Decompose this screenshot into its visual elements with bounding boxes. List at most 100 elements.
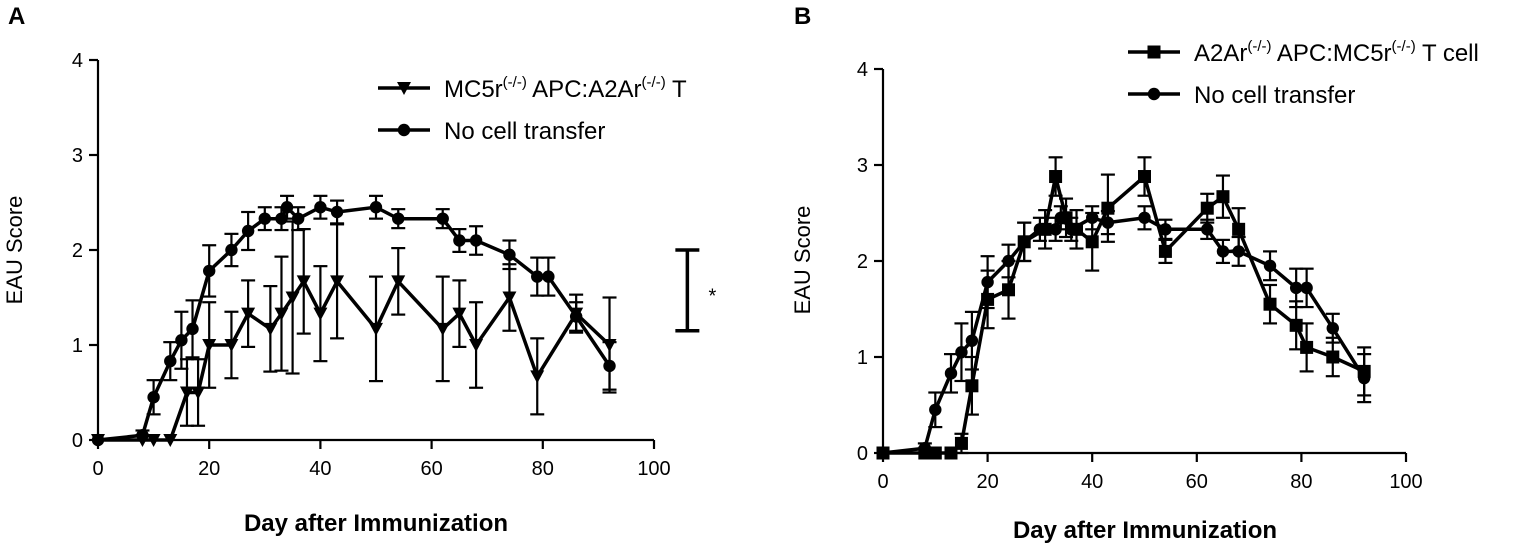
data-point <box>876 446 890 460</box>
y-tick-label: 1 <box>857 347 868 369</box>
data-point <box>369 322 383 336</box>
significance-label: * <box>708 285 716 307</box>
data-point <box>146 434 161 447</box>
data-point <box>1138 211 1151 224</box>
data-point <box>202 339 217 352</box>
y-tick-label: 0 <box>857 443 868 465</box>
data-point <box>1065 223 1078 236</box>
data-point <box>186 322 199 336</box>
panel-label: A <box>8 3 25 30</box>
data-point <box>330 275 345 289</box>
y-tick-label: 1 <box>72 335 83 357</box>
data-point <box>258 212 271 225</box>
data-point <box>542 270 555 283</box>
data-point <box>1232 245 1245 258</box>
data-point <box>275 212 288 225</box>
data-point <box>1002 283 1016 297</box>
series-1 <box>91 194 617 447</box>
legend-superscript: (-/-) <box>1392 38 1416 55</box>
legend-label: A2Ar(-/-) APC:MC5r(-/-) T cell <box>1194 38 1479 67</box>
legend-text-part: T <box>666 76 687 103</box>
legend-text-part: APC:MC5r <box>1272 40 1392 67</box>
data-point <box>136 429 149 442</box>
data-point <box>1018 235 1031 248</box>
data-point <box>330 205 344 219</box>
data-point <box>1086 211 1099 224</box>
data-point <box>503 248 516 261</box>
x-tick-label: 60 <box>420 458 442 480</box>
data-point <box>435 322 450 336</box>
x-tick-label: 0 <box>92 458 103 480</box>
x-tick-label: 80 <box>1290 471 1312 493</box>
data-point <box>191 386 206 400</box>
data-point <box>453 234 466 247</box>
data-point <box>1326 350 1340 364</box>
data-point <box>1326 322 1339 335</box>
y-tick-label: 3 <box>857 155 868 177</box>
data-point <box>1300 281 1313 295</box>
data-point <box>1300 340 1314 354</box>
legend-label: No cell transfer <box>444 118 605 145</box>
y-tick-label: 0 <box>72 430 83 452</box>
data-point <box>502 291 517 305</box>
data-point <box>981 275 994 289</box>
data-point <box>163 434 178 447</box>
legend-text-part: APC:A2Ar <box>527 76 642 103</box>
data-point <box>280 201 294 214</box>
data-point <box>179 386 194 400</box>
panel-label: B <box>794 3 811 30</box>
data-point <box>1263 259 1277 272</box>
series-line <box>97 205 611 442</box>
x-tick-label: 40 <box>1081 471 1103 493</box>
legend-entry-1: No cell transfer <box>1128 82 1355 109</box>
data-point <box>965 379 979 393</box>
data-point <box>1263 297 1277 311</box>
panel-b: B 0 20 40 60 80 100 0 1 2 3 4 Day after Immunization… <box>790 3 1479 544</box>
data-point <box>954 436 968 450</box>
data-point <box>1158 244 1172 258</box>
data-point <box>285 291 300 305</box>
y-axis-title: EAU Score <box>2 196 27 305</box>
data-point <box>1232 222 1246 236</box>
data-point <box>225 243 238 257</box>
data-point <box>436 212 449 225</box>
data-point <box>1049 170 1063 184</box>
data-point <box>1101 216 1115 229</box>
data-point <box>469 339 484 352</box>
x-axis-title: Day after Immunization <box>244 510 508 537</box>
y-tick-label: 2 <box>72 240 83 262</box>
data-point <box>1216 245 1230 258</box>
x-tick-label: 0 <box>877 471 888 493</box>
data-point <box>944 367 958 380</box>
data-point <box>291 212 305 225</box>
data-point <box>955 346 968 359</box>
data-point <box>274 307 289 321</box>
data-point <box>392 212 405 225</box>
data-point <box>241 307 256 321</box>
y-tick-label: 3 <box>72 145 83 167</box>
legend-text-part: MC5r <box>444 76 503 103</box>
x-axis-title: Day after Immunization <box>1013 517 1277 544</box>
data-point <box>147 391 160 404</box>
data-point <box>965 334 979 347</box>
data-point <box>1201 223 1214 236</box>
legend-entry-0: A2Ar(-/-) APC:MC5r(-/-) T cell <box>1128 38 1479 67</box>
data-point <box>569 310 583 323</box>
legend-label: No cell transfer <box>1194 82 1355 109</box>
legend-superscript: (-/-) <box>642 74 666 91</box>
legend-superscript: (-/-) <box>503 74 527 91</box>
data-point <box>1033 223 1047 236</box>
x-tick-label: 80 <box>532 458 554 480</box>
series-0 <box>876 156 1372 460</box>
data-point <box>1054 211 1068 224</box>
data-point <box>175 334 188 347</box>
data-point <box>603 359 616 373</box>
data-point <box>1289 281 1303 295</box>
data-point <box>1200 201 1214 215</box>
y-axis-title: EAU Score <box>790 206 815 315</box>
legend-text-part: A2Ar <box>1194 40 1247 67</box>
data-point <box>1085 235 1099 249</box>
data-point <box>918 442 932 455</box>
significance-bracket: * <box>675 248 716 333</box>
data-point <box>530 370 545 384</box>
